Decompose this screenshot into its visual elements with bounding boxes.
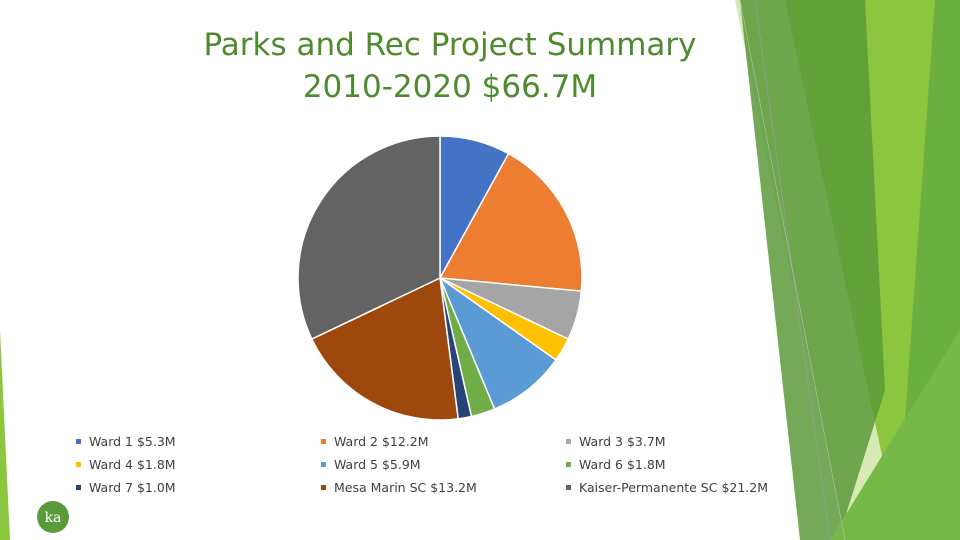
organization-logo: ka [37, 501, 69, 533]
legend-swatch [566, 438, 571, 444]
legend-item: Ward 1 $5.3M [76, 433, 321, 449]
legend-item: Ward 6 $1.8M [566, 456, 796, 472]
legend-label: Mesa Marin SC $13.2M [334, 479, 477, 495]
legend-label: Kaiser-Permanente SC $21.2M [579, 479, 769, 495]
legend-label: Ward 4 $1.8M [89, 456, 176, 472]
legend-item: Ward 3 $3.7M [566, 433, 796, 449]
legend-swatch [76, 461, 81, 467]
logo-text: ka [45, 510, 62, 526]
legend-item: Kaiser-Permanente SC $21.2M [566, 479, 796, 495]
legend-item: Ward 7 $1.0M [76, 479, 321, 495]
legend-swatch [321, 484, 326, 490]
decor-line-2 [739, 0, 846, 540]
legend-item: Ward 5 $5.9M [321, 456, 566, 472]
legend-label: Ward 1 $5.3M [89, 433, 176, 449]
logo-circle [37, 501, 69, 533]
decor-shape-dark [740, 0, 885, 540]
legend-swatch [566, 461, 571, 467]
legend-swatch [321, 438, 326, 444]
legend-swatch [76, 484, 81, 490]
legend-label: Ward 5 $5.9M [334, 456, 421, 472]
title-line-1: Parks and Rec Project Summary [203, 27, 697, 63]
pie-slice-mesa-marin-sc [310, 276, 460, 421]
legend-label: Ward 3 $3.7M [579, 433, 666, 449]
legend-swatch [321, 461, 326, 467]
title-line-2: 2010-2020 $66.7M [302, 69, 598, 105]
decor-shape-mid [905, 0, 960, 420]
decor-left-sliver [0, 330, 10, 540]
chart-legend: Ward 1 $5.3M Ward 2 $12.2M Ward 3 $3.7M … [76, 433, 796, 495]
pie-chart [297, 135, 583, 421]
decor-shape-lower [830, 330, 960, 540]
legend-label: Ward 6 $1.8M [579, 456, 666, 472]
legend-item: Ward 2 $12.2M [321, 433, 566, 449]
legend-item: Mesa Marin SC $13.2M [321, 479, 566, 495]
pie-slice-ward-2 [438, 152, 583, 292]
legend-swatch [566, 484, 571, 490]
pie-slice-kaiser-permanente-sc [297, 135, 441, 341]
chart-title: Parks and Rec Project Summary 2010-2020 … [150, 24, 750, 108]
legend-label: Ward 2 $12.2M [334, 433, 429, 449]
pie-slice-ward-5 [438, 275, 557, 411]
legend-label: Ward 7 $1.0M [89, 479, 176, 495]
legend-swatch [76, 438, 81, 444]
legend-item: Ward 4 $1.8M [76, 456, 321, 472]
